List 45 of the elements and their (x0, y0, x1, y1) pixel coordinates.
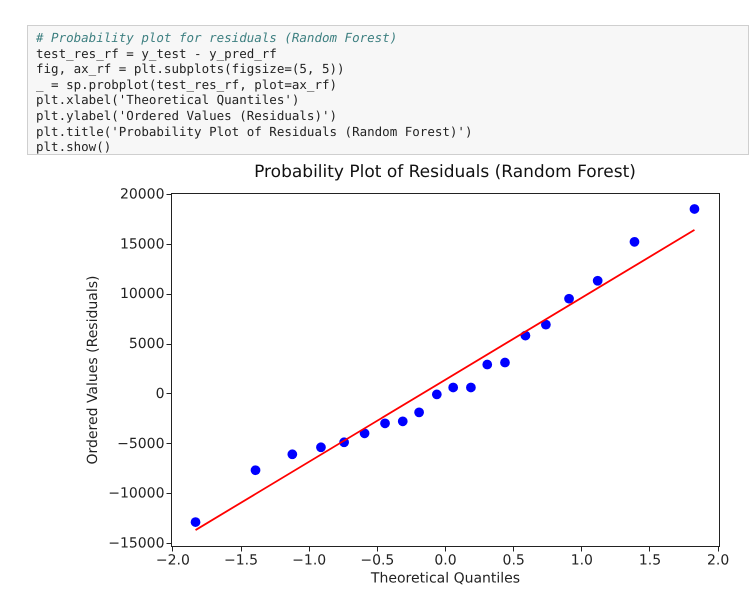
y-tick-label: −15000 (108, 536, 164, 552)
y-axis-title: Ordered Values (Residuals) (85, 276, 102, 464)
point (541, 320, 551, 330)
point (630, 237, 640, 247)
y-tick-label: 0 (156, 386, 164, 402)
text: _ = sp.probplot(test_res_rf, plot=ax_rf) (36, 76, 338, 92)
point (316, 442, 326, 452)
y-tick-label: 20000 (120, 186, 164, 202)
chart-title: Probability Plot of Residuals (Random Forest) (254, 162, 636, 182)
y-tick-label: 5000 (128, 336, 164, 352)
point (592, 276, 603, 286)
x-tick-label: 2.0 (707, 552, 730, 568)
point (414, 408, 424, 418)
text: plt.xlabel('Theoretical Quantiles') (36, 92, 300, 108)
x-tick-label: −1.5 (224, 552, 258, 568)
text: test_res_rf = y_test - y_pred_rf (36, 46, 278, 62)
x-tick-label: −2.0 (156, 552, 190, 568)
point (482, 360, 492, 370)
text: plt.ylabel('Ordered Values (Residuals)') (36, 108, 338, 124)
y-tick-label: 15000 (120, 236, 164, 252)
text: plt.title('Probability Plot of Residuals (Random Forest)') (36, 124, 474, 140)
point (466, 382, 476, 392)
point (432, 390, 442, 400)
point (250, 465, 260, 476)
point (380, 418, 390, 428)
x-tick-label: 0.5 (502, 552, 525, 568)
text: # Probability plot for residuals (Random Forest) (36, 30, 398, 46)
point (448, 382, 458, 392)
x-axis-title: Theoretical Quantiles (370, 570, 520, 586)
x-tick-label: 0.0 (434, 552, 457, 568)
x-tick-label: 1.0 (570, 552, 593, 568)
x-tick-label: 1.5 (638, 552, 662, 568)
x-tick-label: −1.0 (292, 552, 326, 568)
point (500, 358, 510, 368)
y-tick-label: −10000 (108, 486, 164, 502)
y-tick-label: 10000 (120, 286, 164, 302)
point (564, 294, 574, 304)
y-tick-label: −5000 (117, 436, 164, 452)
text: fig, ax_rf = plt.subplots(figsize=(5, 5)) (36, 61, 346, 77)
point (287, 449, 298, 460)
point (190, 517, 200, 527)
text: plt.show() (36, 139, 112, 155)
point (398, 416, 408, 426)
point (690, 204, 700, 214)
x-tick-label: −0.5 (360, 552, 394, 568)
